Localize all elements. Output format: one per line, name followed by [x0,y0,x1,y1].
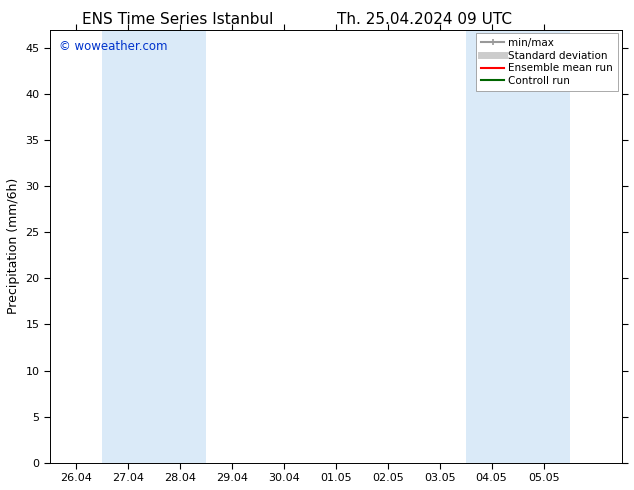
Text: Th. 25.04.2024 09 UTC: Th. 25.04.2024 09 UTC [337,12,512,27]
Legend: min/max, Standard deviation, Ensemble mean run, Controll run: min/max, Standard deviation, Ensemble me… [476,33,618,91]
Bar [102,30,154,463]
Text: © woweather.com: © woweather.com [58,41,167,53]
Text: ENS Time Series Istanbul: ENS Time Series Istanbul [82,12,273,27]
Y-axis label: Precipitation (mm/6h): Precipitation (mm/6h) [7,178,20,314]
Bar [517,30,569,463]
Bar [465,30,517,463]
Bar [154,30,206,463]
